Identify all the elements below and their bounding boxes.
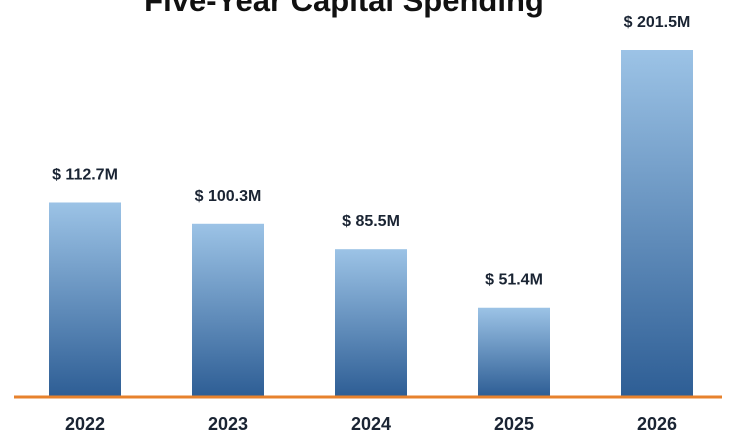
bar-2022	[49, 202, 121, 396]
value-label-2026: $ 201.5M	[624, 14, 691, 31]
value-label-2022: $ 112.7M	[52, 166, 118, 183]
x-tick-label-2025: 2025	[494, 414, 534, 434]
bar-2025	[478, 307, 550, 396]
x-tick-label-2023: 2023	[208, 414, 248, 434]
bar-2023	[192, 223, 264, 396]
x-tick-label-2026: 2026	[637, 414, 677, 434]
value-label-2025: $ 51.4M	[485, 272, 543, 289]
bar-2024	[335, 249, 407, 396]
value-labels-group: $ 112.7M $ 100.3M $ 85.5M $ 51.4M $ 201.5M	[52, 14, 690, 289]
value-label-2024: $ 85.5M	[342, 213, 400, 230]
x-tick-labels-group: 2022 2023 2024 2025 2026	[65, 414, 677, 434]
bar-2026	[621, 50, 693, 396]
value-label-2023: $ 100.3M	[195, 188, 262, 205]
x-tick-label-2022: 2022	[65, 414, 105, 434]
chart-title: Five-Year Capital Spending	[144, 0, 544, 18]
bars-group	[49, 50, 693, 396]
x-tick-label-2024: 2024	[351, 414, 391, 434]
